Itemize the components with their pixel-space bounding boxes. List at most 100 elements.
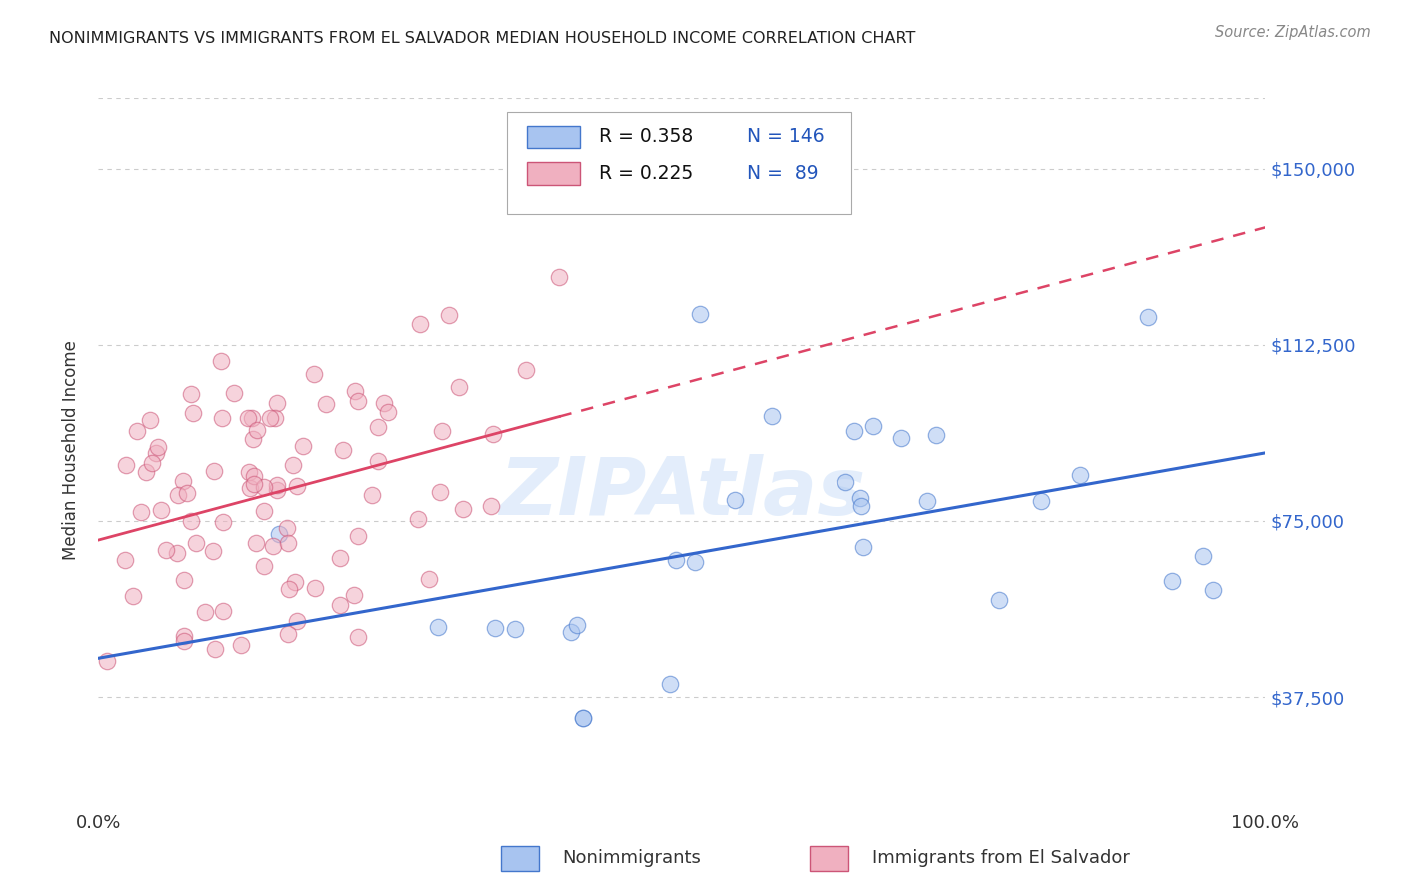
Point [222,386,245,401]
Point [212,515,235,529]
Point [430,424,453,438]
Point [277,627,299,641]
Point [173,633,195,648]
Point [127,425,149,439]
Point [253,480,276,494]
Point [176,486,198,500]
Point [439,309,461,323]
Point [315,397,337,411]
Point [453,501,475,516]
Point [924,427,946,442]
Point [548,269,571,284]
Text: ZIPAtlas: ZIPAtlas [499,454,865,532]
Text: N = 146: N = 146 [747,128,825,146]
Point [243,469,266,483]
Text: R = 0.358: R = 0.358 [599,128,693,146]
Point [266,396,288,410]
Point [166,546,188,560]
Point [285,478,308,492]
Point [1136,310,1159,325]
Text: NONIMMIGRANTS VS IMMIGRANTS FROM EL SALVADOR MEDIAN HOUSEHOLD INCOME CORRELATION: NONIMMIGRANTS VS IMMIGRANTS FROM EL SALV… [49,31,915,46]
Y-axis label: Median Household Income: Median Household Income [62,341,80,560]
Point [180,386,202,401]
Point [377,405,399,419]
Point [253,558,276,573]
Point [852,540,875,554]
Point [96,654,118,668]
Point [181,406,204,420]
Point [115,458,138,472]
Point [915,494,938,508]
Point [242,432,264,446]
Point [406,512,429,526]
Point [194,605,217,619]
Point [689,307,711,321]
Point [167,488,190,502]
Text: N =  89: N = 89 [747,164,818,183]
Point [212,604,235,618]
Point [987,593,1010,607]
Point [484,621,506,635]
Point [172,474,194,488]
Point [173,629,195,643]
Point [269,526,291,541]
Point [139,413,162,427]
Point [329,599,352,613]
Point [236,411,259,425]
Point [146,441,169,455]
Point [184,536,207,550]
Point [302,367,325,381]
Text: Immigrants from El Salvador: Immigrants from El Salvador [872,849,1129,867]
Point [1161,574,1184,588]
Point [211,410,233,425]
Point [347,528,370,542]
Point [347,394,370,409]
Point [890,431,912,445]
Point [263,410,285,425]
Point [209,354,232,368]
Point [571,711,593,725]
Point [253,504,276,518]
Point [367,453,389,467]
Point [277,536,299,550]
Point [665,553,688,567]
Point [449,379,471,393]
Point [849,491,872,505]
Point [114,552,136,566]
Text: Nonimmigrants: Nonimmigrants [562,849,702,867]
Point [482,426,505,441]
Point [284,574,307,589]
Point [1202,582,1225,597]
Point [145,446,167,460]
Point [360,488,382,502]
Point [571,711,593,725]
Point [724,493,747,508]
Point [373,396,395,410]
Point [343,384,366,399]
Point [129,505,152,519]
Point [367,420,389,434]
Point [1029,494,1052,508]
Point [262,539,284,553]
Point [842,425,865,439]
Point [180,515,202,529]
Point [204,642,226,657]
Point [246,423,269,437]
Point [231,638,253,652]
Text: Source: ZipAtlas.com: Source: ZipAtlas.com [1215,25,1371,40]
FancyBboxPatch shape [527,126,581,148]
Point [503,622,526,636]
Point [266,478,288,492]
Point [332,442,354,457]
Point [240,410,263,425]
Point [278,582,301,597]
Point [658,677,681,691]
Point [418,572,440,586]
Point [281,458,304,472]
Point [1069,467,1091,482]
Point [243,477,266,491]
FancyBboxPatch shape [508,112,851,214]
Point [292,439,315,453]
Point [155,542,177,557]
Point [245,535,267,549]
